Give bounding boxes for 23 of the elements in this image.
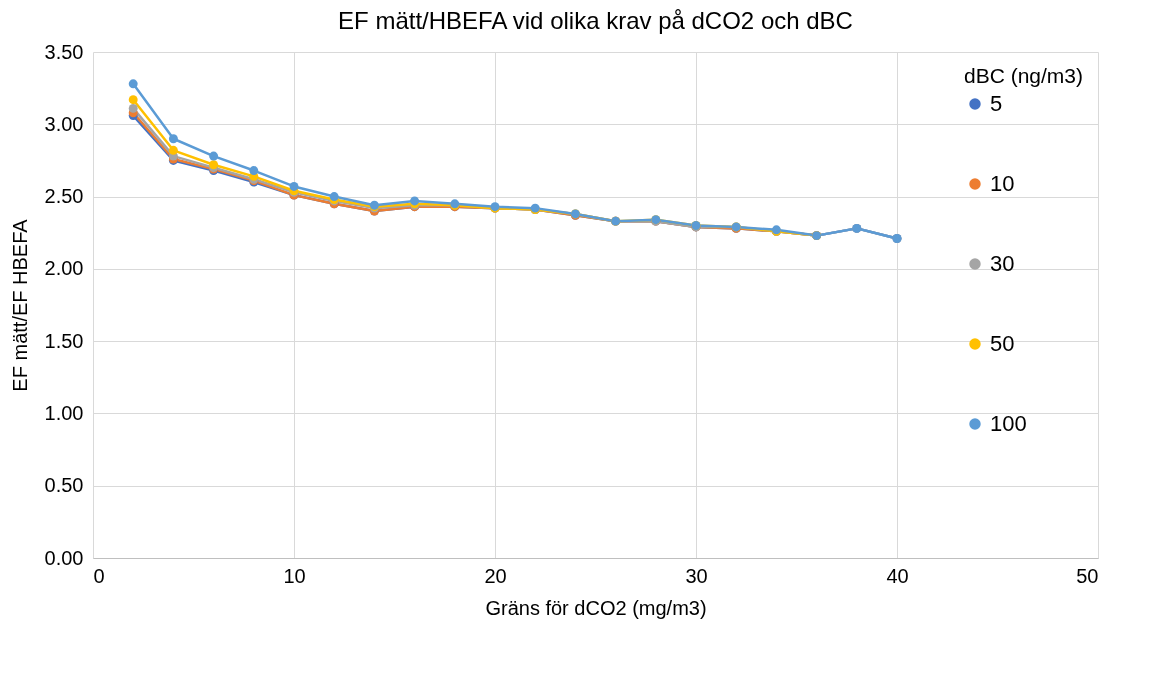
y-tick-label: 0.50 <box>44 474 84 497</box>
y-axis-title: EF mätt/EF HBEFA <box>8 218 31 392</box>
x-axis-title: Gräns för dCO2 (mg/m3) <box>485 596 707 619</box>
y-tick-label: 1.50 <box>44 329 84 352</box>
legend-label: 30 <box>990 251 1015 276</box>
x-tick-label: 30 <box>685 564 708 587</box>
y-tick-label: 3.50 <box>44 40 84 63</box>
legend-title: dBC (ng/m3) <box>964 64 1084 87</box>
legend-label: 50 <box>990 331 1015 356</box>
x-tick-label: 20 <box>484 564 507 587</box>
y-tick-label: 2.00 <box>44 257 84 280</box>
y-tick-label: 0.00 <box>44 546 84 569</box>
chart-title: EF mätt/HBEFA vid olika krav på dCO2 och dBC <box>338 7 853 34</box>
x-tick-label: 40 <box>886 564 909 587</box>
x-tick-label: 50 <box>1076 564 1099 587</box>
y-tick-label: 3.00 <box>44 112 84 135</box>
x-tick-label: 0 <box>93 564 105 587</box>
y-tick-label: 1.00 <box>44 401 84 424</box>
legend-label: 5 <box>990 91 1003 116</box>
x-tick-label: 10 <box>283 564 306 587</box>
legend-label: 10 <box>990 171 1015 196</box>
legend-label: 100 <box>990 411 1027 436</box>
y-tick-label: 2.50 <box>44 185 84 208</box>
